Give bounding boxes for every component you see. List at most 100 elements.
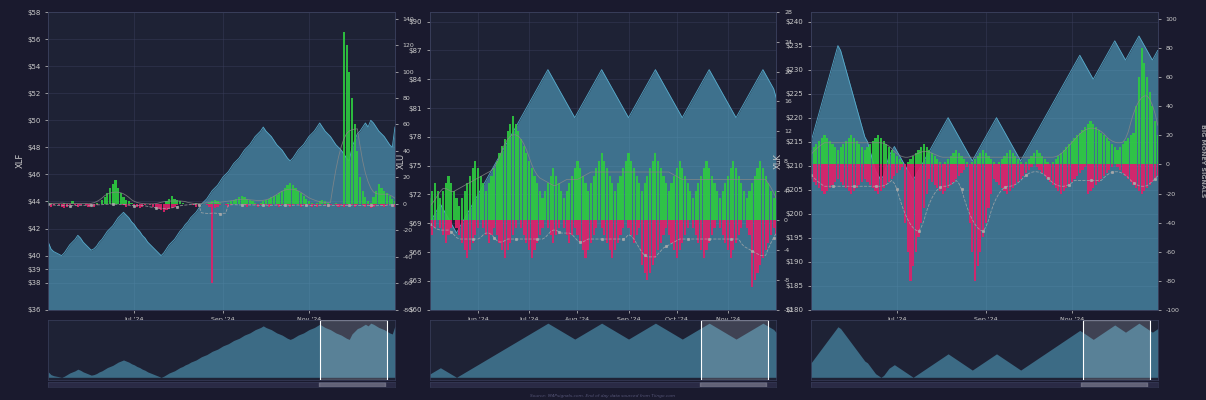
Bar [1100,132,1102,164]
Bar [665,183,667,220]
Bar [461,198,463,220]
Bar [1041,156,1043,164]
Bar [679,161,680,220]
Bar [246,204,248,206]
Bar [254,202,256,204]
Bar [230,204,232,205]
Bar [1111,164,1113,168]
Bar [821,164,822,191]
Bar [686,183,689,220]
Bar [734,220,737,243]
Bar [609,220,610,250]
Bar [999,164,1000,185]
Bar [496,161,498,220]
Bar [281,191,283,204]
Bar [585,183,586,220]
Bar [944,164,947,191]
Bar [528,161,531,220]
Bar [655,154,656,220]
Bar [1041,164,1043,173]
Bar [139,204,141,208]
Bar [732,220,734,250]
Bar [563,198,566,220]
Bar [581,176,584,220]
Bar [1025,162,1028,164]
Bar [217,204,218,206]
Bar [813,147,815,164]
Bar [349,72,351,204]
Bar [1052,164,1054,185]
Bar [671,220,673,243]
Bar [88,204,89,206]
Bar [1093,164,1094,188]
Bar [308,204,310,205]
Bar [1036,164,1038,168]
Bar [321,200,323,204]
Bar [546,220,549,228]
Bar [502,146,503,220]
Bar [375,191,377,204]
Bar [386,193,388,204]
Bar [898,164,901,170]
Bar [125,204,128,206]
Bar [950,156,952,164]
Bar [541,198,544,220]
Bar [563,220,566,228]
Bar [1009,150,1011,164]
Bar [209,204,211,206]
Bar [316,202,318,204]
Bar [528,220,531,250]
Bar [883,164,885,188]
Bar [259,202,262,204]
Bar [276,204,277,205]
Bar [63,202,65,204]
Bar [920,147,923,164]
Bar [964,159,965,164]
Bar [592,176,595,220]
Bar [708,168,710,220]
Bar [491,176,492,220]
Bar [300,204,302,206]
Bar [443,191,444,220]
Bar [289,204,291,206]
Bar [756,220,759,272]
Bar [701,382,766,387]
Bar [130,202,133,204]
Bar [638,220,640,228]
Bar [714,183,715,220]
Bar [842,164,844,185]
Bar [880,138,882,164]
Bar [1122,144,1124,164]
Bar [818,141,820,164]
Bar [526,154,527,220]
Bar [727,220,730,250]
Bar [1130,164,1132,182]
Bar [1038,153,1041,164]
Y-axis label: XLU: XLU [397,153,405,169]
Bar [953,153,955,164]
Bar [1103,164,1105,176]
Bar [837,150,839,164]
Bar [157,204,159,209]
Bar [1078,132,1081,164]
Bar [289,183,291,204]
Bar [640,191,643,220]
Bar [509,220,511,243]
Bar [1148,92,1151,164]
Bar [511,220,514,235]
Bar [625,161,627,220]
Bar [1084,127,1087,164]
Bar [443,220,444,235]
Bar [1157,164,1159,176]
Bar [1124,164,1126,176]
Bar [616,220,619,243]
Bar [668,191,669,220]
Bar [933,164,936,185]
Bar [1095,164,1097,185]
Bar [476,168,479,220]
Bar [596,168,597,220]
Bar [384,191,385,204]
Bar [890,150,892,164]
Bar [63,204,65,208]
Bar [863,164,866,179]
